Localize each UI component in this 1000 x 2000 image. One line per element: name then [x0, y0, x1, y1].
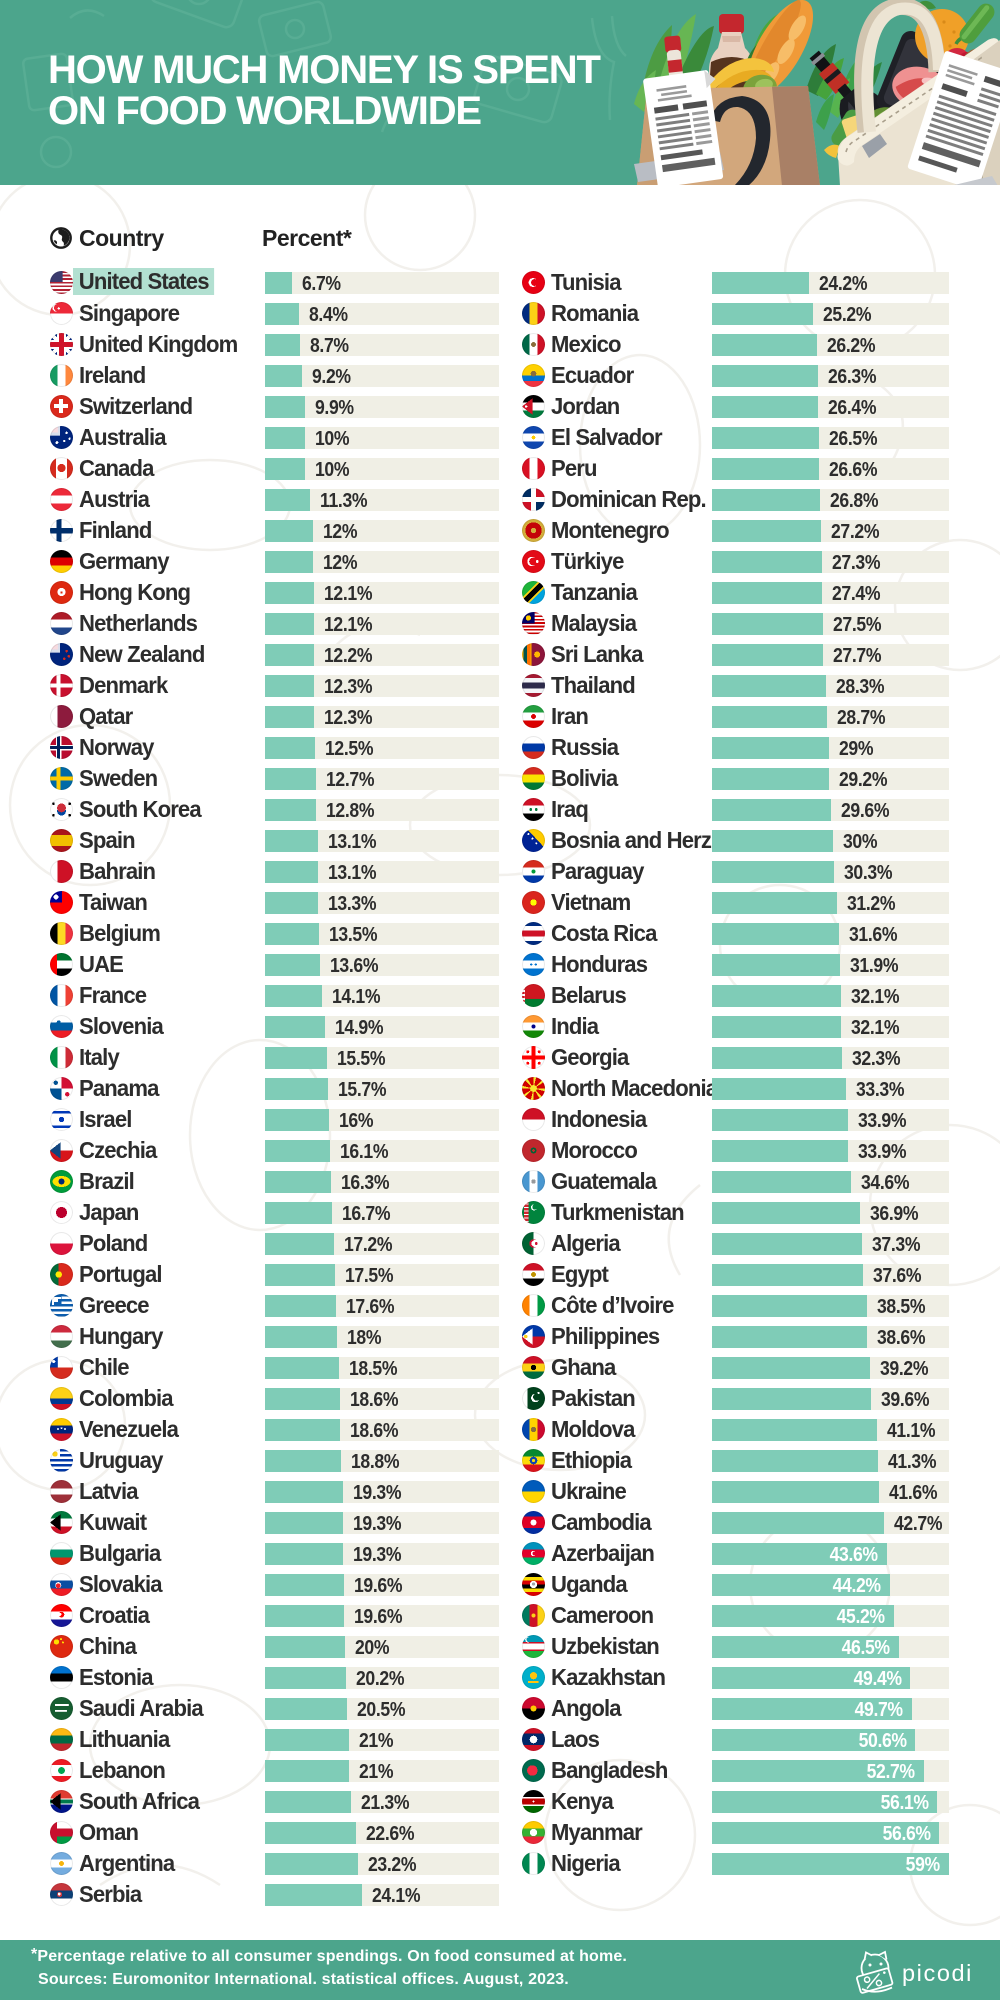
svg-text:picodi: picodi: [902, 1960, 973, 1986]
